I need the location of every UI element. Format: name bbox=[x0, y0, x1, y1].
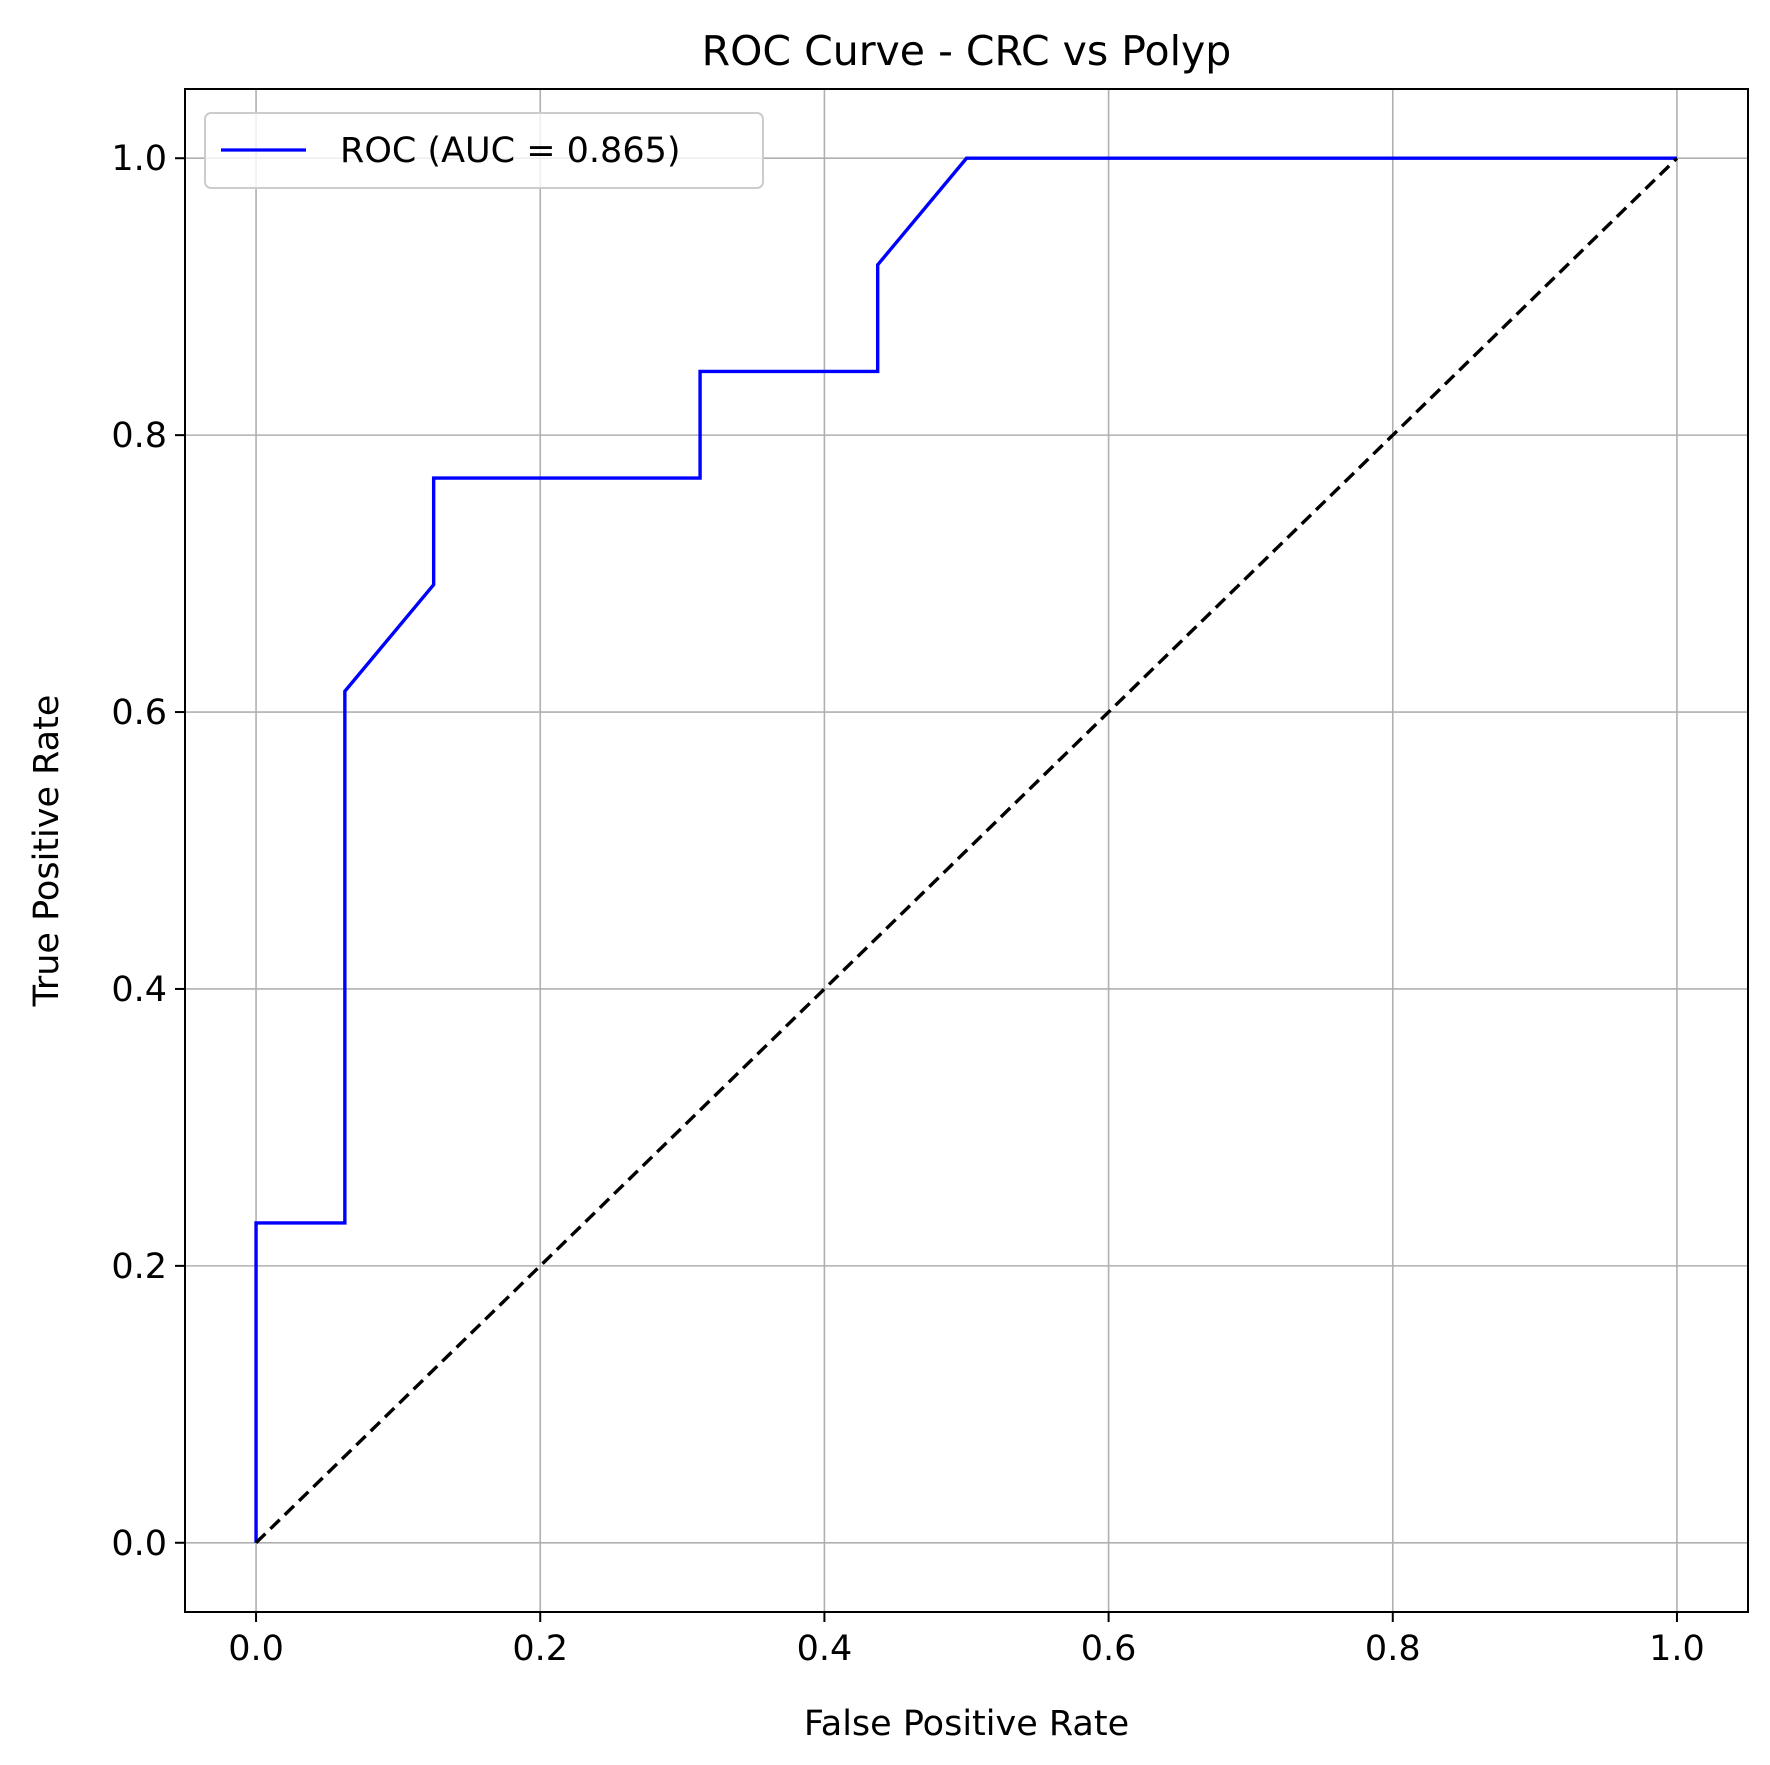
series-lines bbox=[254, 156, 1679, 1544]
x-tick-label: 0.2 bbox=[512, 1629, 568, 1669]
legend-entry-roc: ROC (AUC = 0.865) bbox=[340, 131, 681, 171]
x-tick-label: 0.6 bbox=[1081, 1629, 1137, 1669]
tick-marks bbox=[175, 157, 1678, 1622]
roc-curve-line bbox=[254, 156, 1677, 1543]
y-tick-label: 0.4 bbox=[111, 970, 167, 1010]
axes-frame bbox=[184, 88, 1749, 1613]
x-axis-label: False Positive Rate bbox=[804, 1704, 1129, 1744]
legend-box bbox=[204, 112, 764, 189]
y-tick-label: 0.6 bbox=[111, 693, 167, 733]
chance-diagonal-line bbox=[254, 157, 1679, 1544]
tick-labels: 0.0 0.2 0.4 0.6 0.8 1.0 0.0 0.2 0.4 0.6 0.8 1.0 bbox=[111, 139, 1704, 1669]
y-tick-label: 1.0 bbox=[111, 139, 167, 179]
chart-title: ROC Curve - CRC vs Polyp bbox=[702, 27, 1232, 75]
x-tick-label: 0.4 bbox=[797, 1629, 853, 1669]
y-tick-label: 0.0 bbox=[111, 1524, 167, 1564]
legend: ROC (AUC = 0.865) bbox=[204, 112, 764, 189]
x-tick-label: 0.0 bbox=[228, 1629, 284, 1669]
y-tick-label: 0.8 bbox=[111, 416, 167, 456]
x-tick-label: 1.0 bbox=[1649, 1629, 1705, 1669]
x-tick-label: 0.8 bbox=[1365, 1629, 1421, 1669]
y-tick-label: 0.2 bbox=[111, 1247, 167, 1287]
y-axis-label: True Positive Rate bbox=[27, 695, 67, 1008]
